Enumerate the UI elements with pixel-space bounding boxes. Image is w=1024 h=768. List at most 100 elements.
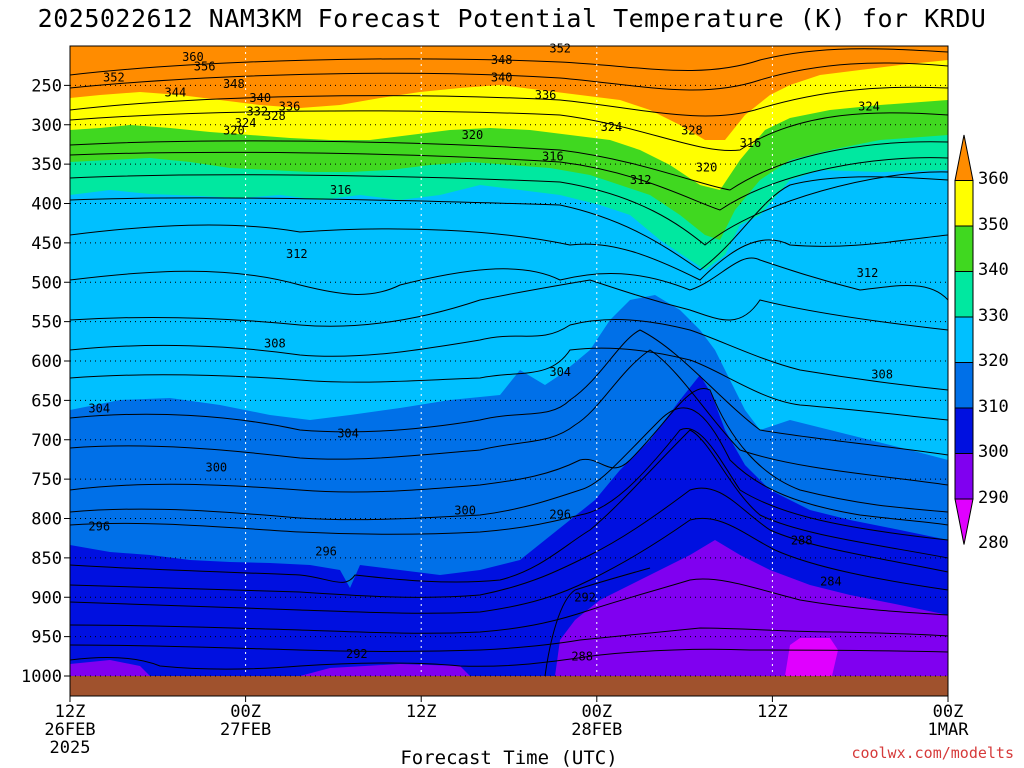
contour-label: 352: [103, 71, 125, 85]
colorbar-bin: [954, 316, 974, 363]
contour-label: 344: [165, 85, 187, 99]
contour-label: 328: [681, 123, 703, 137]
contour-label: 348: [491, 53, 513, 67]
x-tick-label: 2025: [50, 738, 91, 758]
contour-line: [70, 151, 948, 211]
contour-label: 336: [535, 88, 557, 102]
colorbar-label: 350: [978, 215, 1009, 235]
contour-label: 352: [549, 41, 571, 55]
plot-frame: [69, 45, 949, 697]
contour-label: 336: [279, 100, 301, 114]
y-tick-label: 800: [31, 510, 62, 530]
y-tick-label: 650: [31, 391, 62, 411]
contour-label: 288: [571, 649, 593, 663]
credit-link[interactable]: coolwx.com/modelts: [851, 744, 1014, 762]
contour-label: 316: [740, 136, 762, 150]
contour-label: 292: [346, 647, 368, 661]
y-tick-label: 950: [31, 628, 62, 648]
contour-line: [70, 86, 948, 117]
contour-line: [70, 257, 948, 301]
colorbar-label: 300: [978, 442, 1009, 462]
contour-label: 304: [88, 401, 110, 415]
contour-line: [70, 176, 948, 271]
x-tick-label: 1MAR: [928, 720, 970, 740]
contour-line: [70, 140, 948, 191]
contour-line: [70, 407, 948, 526]
contour-label: 324: [601, 120, 623, 134]
contour-label: 308: [871, 367, 893, 381]
colorbar-bin: [954, 362, 974, 409]
layer-280: [555, 540, 948, 676]
contour-label: 300: [205, 460, 227, 474]
contour-label: 296: [88, 519, 110, 533]
contour-line: [70, 319, 948, 391]
y-tick-label: 250: [31, 76, 62, 96]
colorbar-label: 290: [978, 488, 1009, 508]
contour-label: 324: [235, 116, 257, 130]
y-axis: 250 300 350 400 450 500 550 600 650 700 750 800 850 9…: [21, 76, 70, 687]
y-tick-label: 500: [31, 273, 62, 293]
contour-line: [70, 487, 948, 598]
colorbar-label: 320: [978, 351, 1009, 371]
colorbar-bin: [954, 498, 974, 545]
y-tick-label: 450: [31, 234, 62, 254]
ground-strip: [70, 676, 948, 696]
y-tick-label: 850: [31, 549, 62, 569]
y-tick-label: 300: [31, 116, 62, 136]
y-tick-label: 750: [31, 470, 62, 490]
contour-label: 300: [454, 504, 476, 518]
contour-line: [70, 329, 948, 456]
x-tick-label: 27FEB: [220, 720, 271, 740]
contour-line: [70, 517, 948, 614]
contour-label: 296: [315, 545, 337, 559]
contour-label: 296: [549, 508, 571, 522]
colorbar-bin: [954, 134, 974, 181]
contour-line: [70, 388, 948, 513]
colorbar-bin: [954, 271, 974, 318]
contour-line: [70, 110, 948, 152]
contour-line: [70, 48, 948, 76]
contour-line: [544, 567, 651, 676]
contour-label: 304: [337, 426, 359, 440]
contour-label: 312: [286, 247, 308, 261]
colorbar: 360 350 340 330 320 310 300 290 280: [954, 134, 1009, 553]
y-tick-label: 350: [31, 155, 62, 175]
x-axis-title: Forecast Time (UTC): [400, 747, 617, 768]
contour-label: 320: [223, 123, 245, 137]
contour-label: 288: [791, 534, 813, 548]
contour-labels: 3603563523443483403363323283243203523483…: [88, 41, 893, 663]
contour-line: [70, 648, 948, 670]
contour-label: 312: [630, 173, 652, 187]
y-tick-label: 700: [31, 431, 62, 451]
contour-label: 320: [462, 128, 484, 142]
contour-label: 316: [542, 149, 564, 163]
colorbar-label: 340: [978, 260, 1009, 280]
contour-line: [70, 279, 948, 331]
contour-label: 292: [574, 590, 596, 604]
layer-280-mid-pocket: [300, 664, 470, 676]
layer-270: [785, 638, 838, 676]
colorbar-bin: [954, 407, 974, 454]
contour-line: [70, 171, 948, 246]
x-tick-label: 12Z: [55, 702, 86, 722]
x-tick-label: 26FEB: [44, 720, 95, 740]
contour-label: 340: [249, 91, 271, 105]
contour-label: 320: [696, 160, 718, 174]
contour-label: 284: [820, 575, 842, 589]
y-tick-label: 550: [31, 313, 62, 333]
contour-label: 332: [246, 104, 268, 118]
contour-line: [70, 62, 948, 91]
contour-label: 304: [549, 365, 571, 379]
x-tick-label: 00Z: [581, 702, 612, 722]
layer-350: [70, 46, 948, 140]
layer-280-left-pocket: [70, 660, 150, 676]
contour-line: [70, 347, 948, 421]
contour-label: 356: [194, 59, 216, 73]
colorbar-label: 310: [978, 397, 1009, 417]
contour-label: 328: [264, 109, 286, 123]
colorbar-label: 280: [978, 533, 1009, 553]
contour-label: 316: [330, 183, 352, 197]
x-tick-label: 28FEB: [571, 720, 622, 740]
